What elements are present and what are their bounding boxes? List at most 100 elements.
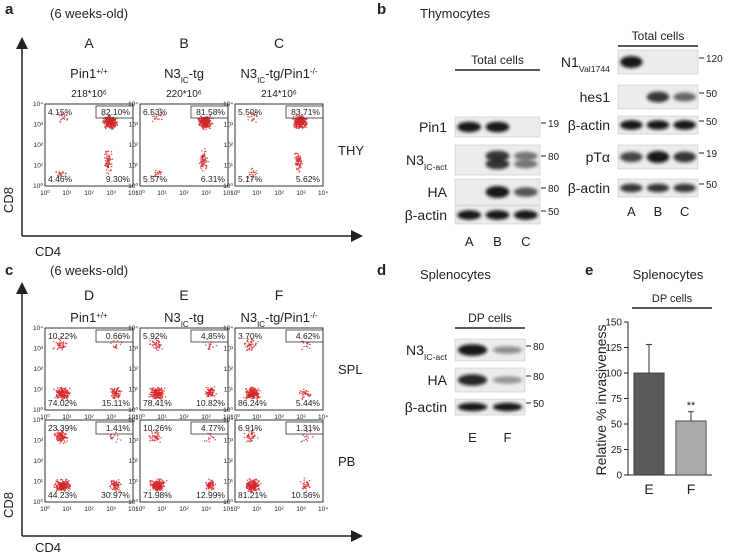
quadrant-percent: 81.58% [196,107,225,117]
event-dot [57,482,60,485]
event-dot [157,386,159,389]
y-tick-label: 10¹ [34,479,44,486]
y-tick-label: 10⁴ [33,417,43,424]
event-dot [156,172,159,175]
event-dot [207,437,210,439]
event-dot [157,118,159,120]
event-dot [112,394,114,396]
event-dot [117,387,119,390]
event-dot [110,388,113,390]
text-segment: -tg/Pin1 [265,66,310,81]
y-axis-label: CD8 [1,492,16,518]
x-tick-label: 10³ [106,506,116,513]
event-dot [61,439,63,442]
event-dot [161,389,164,392]
event-dot [200,160,202,162]
y-tick-label: 10⁰ [223,498,233,506]
event-dot [308,479,311,482]
event-dot [160,396,162,398]
x-tick-label: 10¹ [157,506,167,513]
event-dot [153,436,156,438]
event-dot [203,440,206,442]
event-dot [305,126,307,129]
event-dot [299,481,302,483]
event-dot [203,151,206,153]
event-dot [57,434,60,437]
event-dot [214,483,217,486]
cell-count: 218*10⁶ [71,89,107,100]
event-dot [110,127,112,130]
event-dot [256,389,259,392]
event-dot [198,162,201,165]
blot-band [673,120,696,130]
event-dot [149,484,152,487]
event-dot [58,347,61,349]
event-dot [105,161,108,164]
blot-band [457,374,488,386]
blot-row-label: pTα [586,149,610,165]
event-dot [63,114,66,116]
event-dot [248,389,251,391]
event-dot [160,171,163,174]
event-dot [152,393,154,396]
event-dot [54,486,56,489]
event-dot [159,394,162,396]
event-dot [157,433,159,436]
event-dot [109,163,112,166]
event-dot [209,437,211,440]
event-dot [149,482,152,485]
event-dot [257,483,260,486]
gate-box [95,329,134,343]
event-dot [256,393,258,396]
y-tick-label: 10⁰ [128,498,138,506]
event-dot [205,128,207,130]
event-dot [150,112,153,114]
event-dot [110,118,113,120]
quadrant-percent: 83.71% [291,107,320,117]
event-dot [63,118,66,120]
genotype: N3IC-tg [164,66,204,85]
y-tick-label: 0 [616,471,622,482]
event-dot [109,485,112,488]
event-dot [207,478,210,480]
y-tick-label: 10⁰ [128,182,138,190]
event-dot [254,387,256,389]
event-dot [246,390,248,392]
blot-row-label: Pin1 [419,119,447,135]
y-tick-label: 10² [129,458,139,465]
event-dot [154,117,157,119]
event-dot [116,340,119,342]
mw-label: 50 [548,207,560,218]
event-dot [64,441,66,444]
event-dot [64,394,67,397]
text-segment: HA [428,184,448,200]
event-dot [211,389,213,391]
blot-band [513,210,538,220]
event-dot [293,124,295,126]
event-dot [55,486,58,488]
event-dot [257,487,260,490]
event-dot [298,127,300,129]
event-dot [60,336,62,338]
event-dot [66,389,69,391]
event-dot [57,394,59,397]
event-dot [55,171,57,173]
text-segment: IC [257,320,265,329]
x-tick-label: 10¹ [157,190,167,197]
row-label: PB [338,454,355,469]
event-dot [301,163,304,165]
event-dot [158,344,161,346]
blot-band [457,210,482,220]
quadrant-percent: 71.98% [143,490,172,500]
event-dot [155,347,157,349]
quadrant-percent: 5.62% [296,174,321,184]
panel-label: c [5,262,13,279]
event-dot [205,482,207,484]
event-dot [118,395,121,398]
event-dot [159,114,162,117]
quadrant-percent: 12.99% [196,490,225,500]
panel-title: Splenocytes [420,267,491,282]
column-letter: D [84,287,94,303]
event-dot [251,171,253,173]
event-dot [256,484,258,486]
